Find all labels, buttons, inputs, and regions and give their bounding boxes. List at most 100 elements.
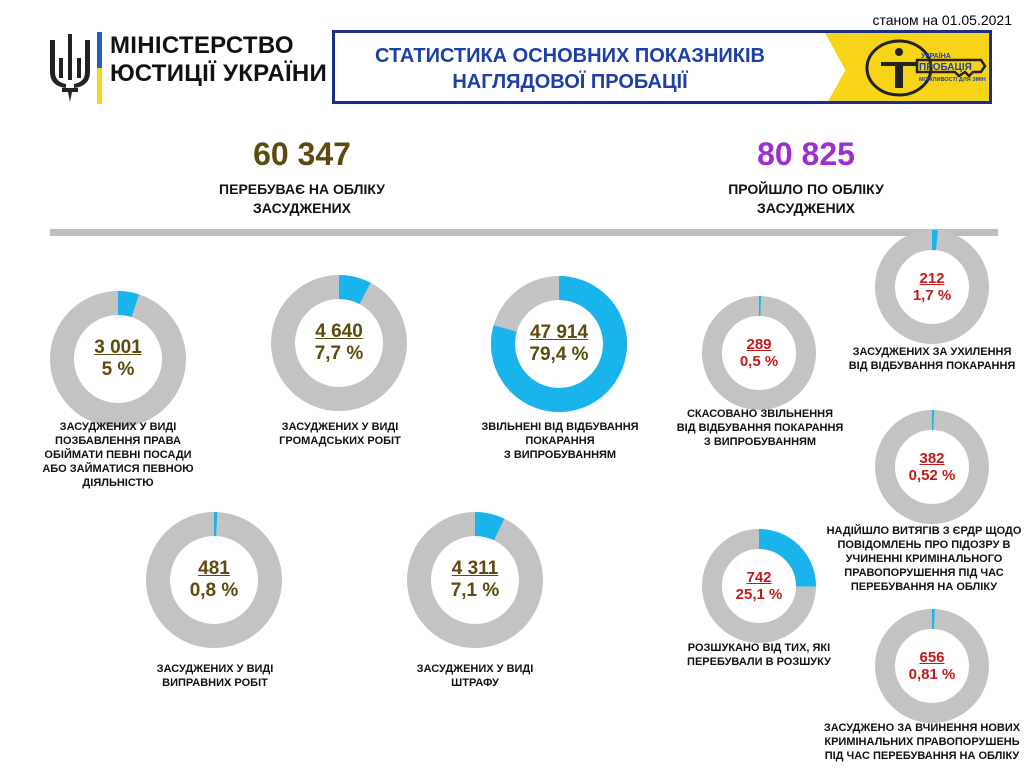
donut-caption-10: ЗАСУДЖЕНО ЗА ВЧИНЕННЯ НОВИХ КРИМІНАЛЬНИХ … [820,721,1024,763]
logo-text-probation: ПРОБАЦІЯ [919,62,972,73]
caption-line: ШТРАФУ [451,677,499,689]
donut-label-1: 3 001 5 % [58,337,178,381]
donut-slice [491,276,627,412]
donut-caption-9: РОЗШУКАНО ВІД ТИХ, ЯКІ ПЕРЕБУВАЛИ В РОЗШУ… [664,641,854,669]
ministry-name-line1: МІНІСТЕРСТВО [110,32,294,59]
caption-line: ПОЗБАВЛЕННЯ ПРАВА [55,435,181,447]
donut-caption-6: СКАСОВАНО ЗВІЛЬНЕННЯ ВІД ВІДБУВАННЯ ПОКАР… [660,407,860,449]
donut-label-7: 212 1,7 % [872,270,992,304]
donut-chart-1 [50,291,186,427]
donut-percent: 5 % [101,359,135,381]
caption-line: ОБІЙМАТИ ПЕВНІ ПОСАДИ [44,449,192,461]
donut-chart-3 [491,276,627,412]
donut-caption-1: ЗАСУДЖЕНИХ У ВИДІ ПОЗБАВЛЕННЯ ПРАВА ОБІЙМА… [8,420,228,490]
caption-line: ЗАСУДЖЕНО ЗА ВЧИНЕННЯ НОВИХ [823,722,1021,734]
donut-slice [702,529,816,643]
donut-value: 3 001 [94,337,142,359]
caption-line: З ВИПРОБУВАННЯМ [503,449,617,461]
donut-percent: 7,7 % [314,343,364,365]
donut-caption-3: ЗВІЛЬНЕНІ ВІД ВІДБУВАННЯ ПОКАРАННЯ З ВИПРО… [450,420,670,462]
donut-value: 212 [919,269,945,287]
banner-title-line2: НАГЛЯДОВОЇ ПРОБАЦІЇ [452,71,688,93]
caption-line: ЗАСУДЖЕНИХ ЗА УХИЛЕННЯ [852,346,1012,358]
caption-line: ЗВІЛЬНЕНІ ВІД ВІДБУВАННЯ [481,421,639,433]
right-total-caption: ПРОЙШЛО ПО ОБЛІКУ ЗАСУДЖЕНИХ [656,180,956,218]
donut-label-5: 4 311 7,1 % [415,558,535,602]
logo-text-country: УКРАЇНА [921,52,951,60]
donut-label-9: 742 25,1 % [699,569,819,603]
section-divider [50,229,998,236]
caption-line: СКАСОВАНО ЗВІЛЬНЕННЯ [686,408,834,420]
caption-line: ЗАСУДЖЕНИХ У ВИДІ [416,663,534,675]
donut-label-10: 656 0,81 % [872,649,992,683]
donut-chart-2 [271,275,407,411]
donut-value: 656 [919,648,945,666]
caption-line: УЧИНЕННІ КРИМІНАЛЬНОГО [845,553,1003,565]
donut-slice [50,291,186,427]
donut-value: 481 [198,558,230,580]
donut-value: 382 [919,449,945,467]
donut-label-4: 481 0,8 % [154,558,274,602]
left-total-caption: ПЕРЕБУВАЄ НА ОБЛІКУ ЗАСУДЖЕНИХ [152,180,452,218]
caption-line: ВІД ВІДБУВАННЯ ПОКАРАННЯ [676,422,844,434]
donut-caption-4: ЗАСУДЖЕНИХ У ВИДІ ВИПРАВНИХ РОБІТ [95,662,335,690]
donut-slice [875,410,989,524]
caption-line: ПРАВОПОРУШЕННЯ ПІД ЧАС [844,567,1004,579]
donut-chart-4 [146,512,282,648]
caption-line: ПЕРЕБУВАННЯ НА ОБЛІКУ [850,581,998,593]
caption-line: ВИПРАВНИХ РОБІТ [162,677,268,689]
caption-line: З ВИПРОБУВАННЯМ [703,436,817,448]
donut-caption-5: ЗАСУДЖЕНИХ У ВИДІ ШТРАФУ [360,662,590,690]
donut-caption-7: ЗАСУДЖЕНИХ ЗА УХИЛЕННЯ ВІД ВІДБУВАННЯ ПОК… [840,345,1024,373]
donut-caption-8: НАДІЙШЛО ВИТЯГІВ З ЄРДР ЩОДО ПОВІДОМЛЕНЬ … [824,524,1024,594]
banner-yellow-panel [825,33,989,101]
caption-line: ЗАСУДЖЕНИХ У ВИДІ [59,421,177,433]
donut-chart-10 [875,609,989,723]
donut-slice [875,609,989,723]
date-stamp: станом на 01.05.2021 [872,12,1012,28]
donut-percent: 7,1 % [450,580,500,602]
donut-chart-9 [702,529,816,643]
left-total-number: 60 347 [253,136,351,172]
donut-value: 47 914 [529,322,589,344]
donut-value: 4 311 [451,558,499,580]
donut-percent: 0,81 % [908,665,956,683]
donut-slice [407,512,543,648]
donut-percent: 25,1 % [735,585,783,603]
donut-slice [702,296,816,410]
donut-slice [146,512,282,648]
caption-line: ДІЯЛЬНІСТЮ [82,477,154,489]
donut-slice [271,275,407,411]
caption-line: ПОКАРАННЯ [525,435,595,447]
caption-line: ГРОМАДСЬКИХ РОБІТ [279,435,401,447]
caption-line: НАДІЙШЛО ВИТЯГІВ З ЄРДР ЩОДО [826,525,1022,537]
donut-percent: 0,8 % [189,580,239,602]
donut-chart-5 [407,512,543,648]
caption-line: ЗАСУДЖЕНИХ У ВИДІ [156,663,274,675]
caption-line: РОЗШУКАНО ВІД ТИХ, ЯКІ [687,642,831,654]
caption-line: ВІД ВІДБУВАННЯ ПОКАРАННЯ [848,360,1016,372]
right-total-caption-line2: ЗАСУДЖЕНИХ [757,200,855,216]
donut-percent: 79,4 % [529,344,589,366]
donut-label-2: 4 640 7,7 % [279,321,399,365]
donut-percent: 0,52 % [908,466,956,484]
right-total-number: 80 825 [757,136,855,172]
donut-label-6: 289 0,5 % [699,336,819,370]
donut-slice [875,230,989,344]
probation-logo: УКРАЇНА ПРОБАЦІЯ МОЖЛИВОСТІ ДЛЯ ЗМІН [865,39,987,97]
donut-percent: 0,5 % [739,352,779,370]
donut-label-3: 47 914 79,4 % [499,322,619,366]
flag-bar [97,32,102,104]
caption-line: ПОВІДОМЛЕНЬ ПРО ПІДОЗРУ В [837,539,1011,551]
donut-value: 742 [746,568,772,586]
caption-line: КРИМІНАЛЬНИХ ПРАВОПОРУШЕНЬ [824,736,1020,748]
donut-value: 289 [746,335,772,353]
caption-line: АБО ЗАЙМАТИСЯ ПЕВНОЮ [42,463,194,475]
donut-value: 4 640 [315,321,363,343]
donut-chart-6 [702,296,816,410]
left-total-caption-line2: ЗАСУДЖЕНИХ [253,200,351,216]
ministry-name-line2: ЮСТИЦІЇ УКРАЇНИ [110,60,328,87]
donut-percent: 1,7 % [912,286,952,304]
title-banner: СТАТИСТИКА ОСНОВНИХ ПОКАЗНИКІВ НАГЛЯДОВО… [332,30,992,104]
caption-line: ЗАСУДЖЕНИХ У ВИДІ [281,421,399,433]
